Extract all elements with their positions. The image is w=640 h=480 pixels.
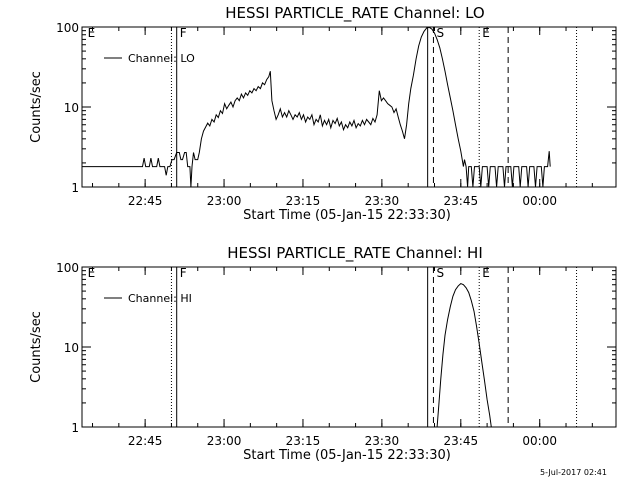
x-tick-label: 23:30 (365, 194, 400, 208)
y-axis-label: Counts/sec (29, 71, 44, 143)
marker-label: E (482, 266, 490, 280)
y-tick-label: 10 (64, 341, 79, 355)
y-tick-label: 1 (71, 181, 79, 195)
chart-title: HESSI PARTICLE_RATE Channel: HI (227, 244, 483, 263)
marker-label: S (436, 26, 444, 40)
y-tick-label: 10 (64, 101, 79, 115)
x-tick-label: 23:45 (444, 194, 479, 208)
x-tick-label: 00:00 (522, 434, 557, 448)
plot-frame (81, 266, 617, 428)
marker-label: E (88, 26, 96, 40)
chart-panel-2: HESSI PARTICLE_RATE Channel: HI 1 10 100 22:… (29, 244, 617, 463)
chart-title: HESSI PARTICLE_RATE Channel: LO (225, 4, 484, 23)
y-tick-label: 100 (56, 261, 79, 275)
plot-frame (81, 26, 617, 188)
marker-label: E (482, 26, 490, 40)
marker-label: F (180, 266, 187, 280)
x-tick-label: 22:45 (128, 434, 163, 448)
y-axis-label: Counts/sec (29, 311, 44, 383)
x-tick-label: 22:45 (128, 194, 163, 208)
x-axis-label: Start Time (05-Jan-15 22:33:30) (243, 208, 451, 223)
chart-panel-1: HESSI PARTICLE_RATE Channel: LO 1 10 100 22:… (29, 4, 617, 223)
legend-label: Channel: LO (128, 52, 195, 65)
legend-label: Channel: HI (128, 292, 192, 305)
timestamp-footer: 5-Jul-2017 02:41 (540, 468, 607, 477)
series-line (436, 283, 492, 428)
x-tick-label: 23:15 (286, 434, 321, 448)
x-tick-label: 23:00 (207, 434, 242, 448)
marker-label: F (180, 26, 187, 40)
x-axis-label: Start Time (05-Jan-15 22:33:30) (243, 448, 451, 463)
x-tick-label: 23:15 (286, 194, 321, 208)
y-tick-label: 1 (71, 421, 79, 435)
x-tick-label: 23:30 (365, 434, 400, 448)
x-tick-label: 00:00 (522, 194, 557, 208)
x-tick-label: 23:45 (444, 434, 479, 448)
marker-label: E (88, 266, 96, 280)
y-tick-label: 100 (56, 21, 79, 35)
marker-label: S (436, 266, 444, 280)
x-tick-label: 23:00 (207, 194, 242, 208)
series-line (82, 26, 551, 188)
